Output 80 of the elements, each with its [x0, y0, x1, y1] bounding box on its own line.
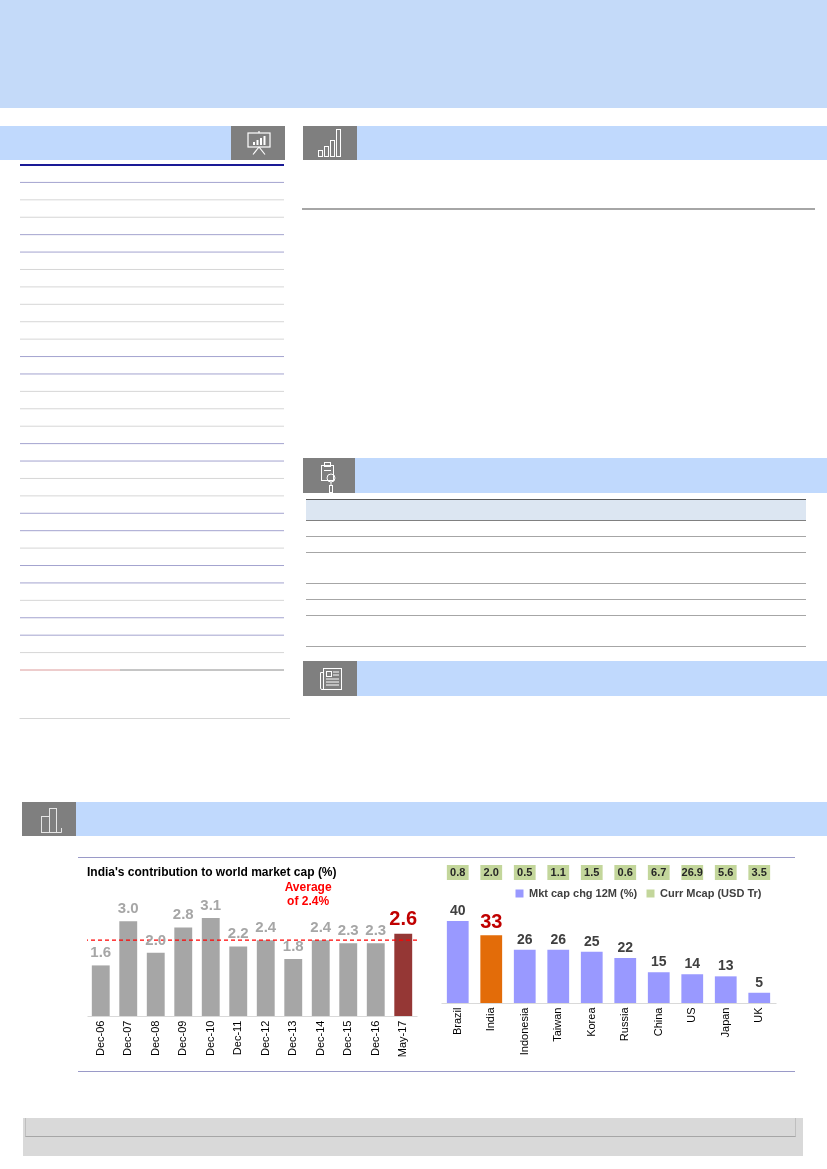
x-tick-label: Japan	[718, 1007, 731, 1038]
x-tick-label: Taiwan	[551, 1007, 564, 1042]
data-label: 0.8	[450, 865, 466, 878]
data-label: 3.0	[117, 899, 139, 917]
data-label: 1.8	[282, 937, 304, 955]
data-label: 22	[617, 938, 634, 955]
bar	[119, 921, 138, 1016]
bar	[714, 976, 737, 1003]
x-tick-label: Dec-11	[231, 1020, 244, 1056]
x-tick-label: UK	[752, 1006, 765, 1023]
data-label: 2.2	[227, 924, 249, 942]
x-tick-label: China	[651, 1006, 664, 1037]
data-label: 33	[480, 910, 503, 933]
bar	[229, 946, 248, 1016]
bar	[91, 965, 110, 1016]
chart-title: India's contribution to world market cap (%)	[87, 865, 337, 880]
x-tick-label: Dec-16	[368, 1020, 381, 1056]
x-tick-label: US	[685, 1007, 698, 1023]
bar	[446, 921, 469, 1003]
bar	[311, 940, 330, 1016]
x-tick-label: Dec-08	[148, 1020, 161, 1056]
data-label: 2.0	[483, 865, 499, 878]
data-label: 1.1	[550, 865, 566, 878]
data-label: 2.8	[172, 905, 194, 923]
x-tick-label: Dec-07	[121, 1020, 134, 1056]
bar	[748, 992, 771, 1003]
data-label: 15	[650, 953, 667, 970]
x-tick-label: Indonesia	[517, 1006, 530, 1056]
x-tick-label: May-17	[396, 1020, 409, 1058]
legend-label: Mkt cap chg 12M (%)	[529, 886, 638, 899]
x-tick-label: Korea	[584, 1006, 597, 1037]
data-label: 40	[449, 902, 466, 918]
x-tick-label: Dec-14	[313, 1020, 326, 1056]
data-label: 6.7	[651, 865, 667, 878]
bar	[284, 959, 303, 1016]
x-tick-label: Dec-06	[93, 1020, 106, 1056]
bar	[647, 972, 670, 1003]
data-label: 1.6	[90, 943, 112, 961]
legend-label: Curr Mcap (USD Tr)	[660, 886, 762, 899]
data-label: 0.5	[517, 865, 533, 878]
x-tick-label: Russia	[618, 1006, 631, 1042]
data-label: 5	[755, 973, 764, 990]
x-tick-label: Dec-12	[258, 1020, 271, 1056]
data-label: 2.4	[255, 918, 277, 936]
bar	[681, 974, 704, 1003]
bar	[480, 935, 503, 1003]
bar	[146, 952, 165, 1016]
data-label: 1.5	[584, 865, 600, 878]
bar	[580, 951, 603, 1003]
data-label: 2.4	[310, 918, 332, 936]
data-label: 25	[583, 932, 600, 949]
x-tick-label: Dec-10	[203, 1020, 216, 1056]
data-label: 5.6	[718, 865, 734, 878]
bar	[547, 949, 570, 1003]
data-label: 2.3	[365, 921, 387, 939]
bar	[366, 943, 385, 1016]
bar	[513, 949, 536, 1003]
bar	[614, 957, 637, 1003]
bar	[174, 927, 193, 1016]
x-tick-label: Dec-13	[286, 1020, 299, 1056]
x-tick-label: Dec-15	[341, 1020, 354, 1056]
data-label: 3.1	[200, 896, 222, 913]
ref-line-label: Average of 2.4%	[284, 880, 332, 909]
bar	[256, 940, 275, 1016]
bar	[201, 918, 220, 1016]
data-label: 2.3	[337, 921, 359, 939]
x-tick-label: Brazil	[450, 1007, 463, 1036]
data-label: 26.9	[681, 865, 703, 878]
data-label: 3.5	[751, 865, 767, 878]
data-label: 0.6	[617, 865, 633, 878]
data-label: 13	[717, 957, 734, 974]
bar	[394, 933, 413, 1016]
x-tick-label: Dec-09	[176, 1020, 189, 1056]
data-label: 26	[516, 930, 533, 947]
x-tick-label: India	[484, 1006, 497, 1032]
data-label: 14	[684, 955, 701, 972]
data-label: 26	[550, 930, 567, 947]
data-label: 2.0	[145, 930, 167, 948]
bar	[339, 943, 358, 1016]
data-label: 2.6	[389, 906, 418, 929]
